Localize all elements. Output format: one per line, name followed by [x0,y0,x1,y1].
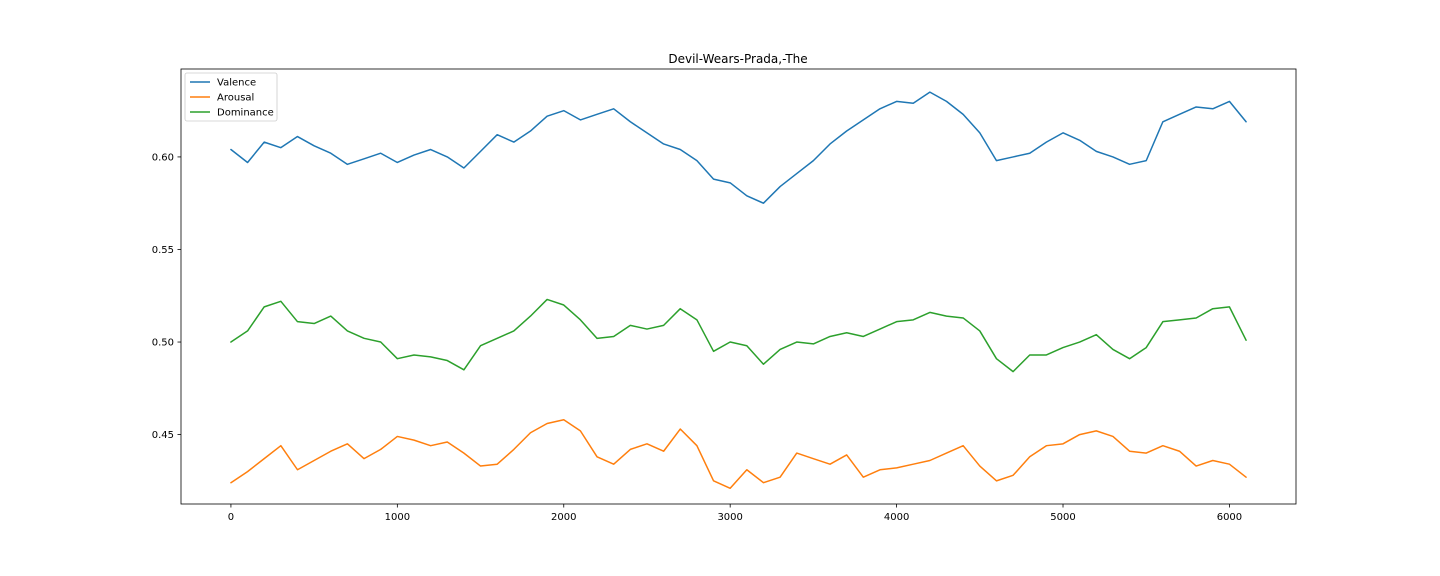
axes-layer: 0 1000 2000 3000 4000 5000 6000 0.45 0.50 0.55 0.6… [152,68,1297,523]
series-line-valence [230,91,1247,204]
legend-label-arousal: Arousal [217,93,254,104]
x-tick-label: 1000 [385,512,410,523]
x-tick-label: 6000 [1217,512,1242,523]
series-layer [230,91,1247,490]
legend-label-dominance: Dominance [217,108,274,119]
series-line-dominance [230,298,1247,373]
legend-box [184,72,278,122]
x-tick-label: 5000 [1050,512,1075,523]
chart-title: Devil-Wears-Prada,-The [668,52,807,66]
series-line-arousal [230,419,1247,490]
y-tick-label: 0.55 [152,245,174,256]
y-tick-label: 0.45 [152,430,174,441]
x-tick-label: 4000 [884,512,909,523]
x-tick-label: 0 [228,512,234,523]
y-tick-label: 0.50 [152,338,174,349]
legend-label-valence: Valence [217,78,256,89]
legend: Valence Arousal Dominance [184,72,278,122]
y-tick-label: 0.60 [152,152,174,163]
x-tick-label: 2000 [551,512,576,523]
plot-frame [180,68,1297,505]
x-tick-label: 3000 [717,512,742,523]
